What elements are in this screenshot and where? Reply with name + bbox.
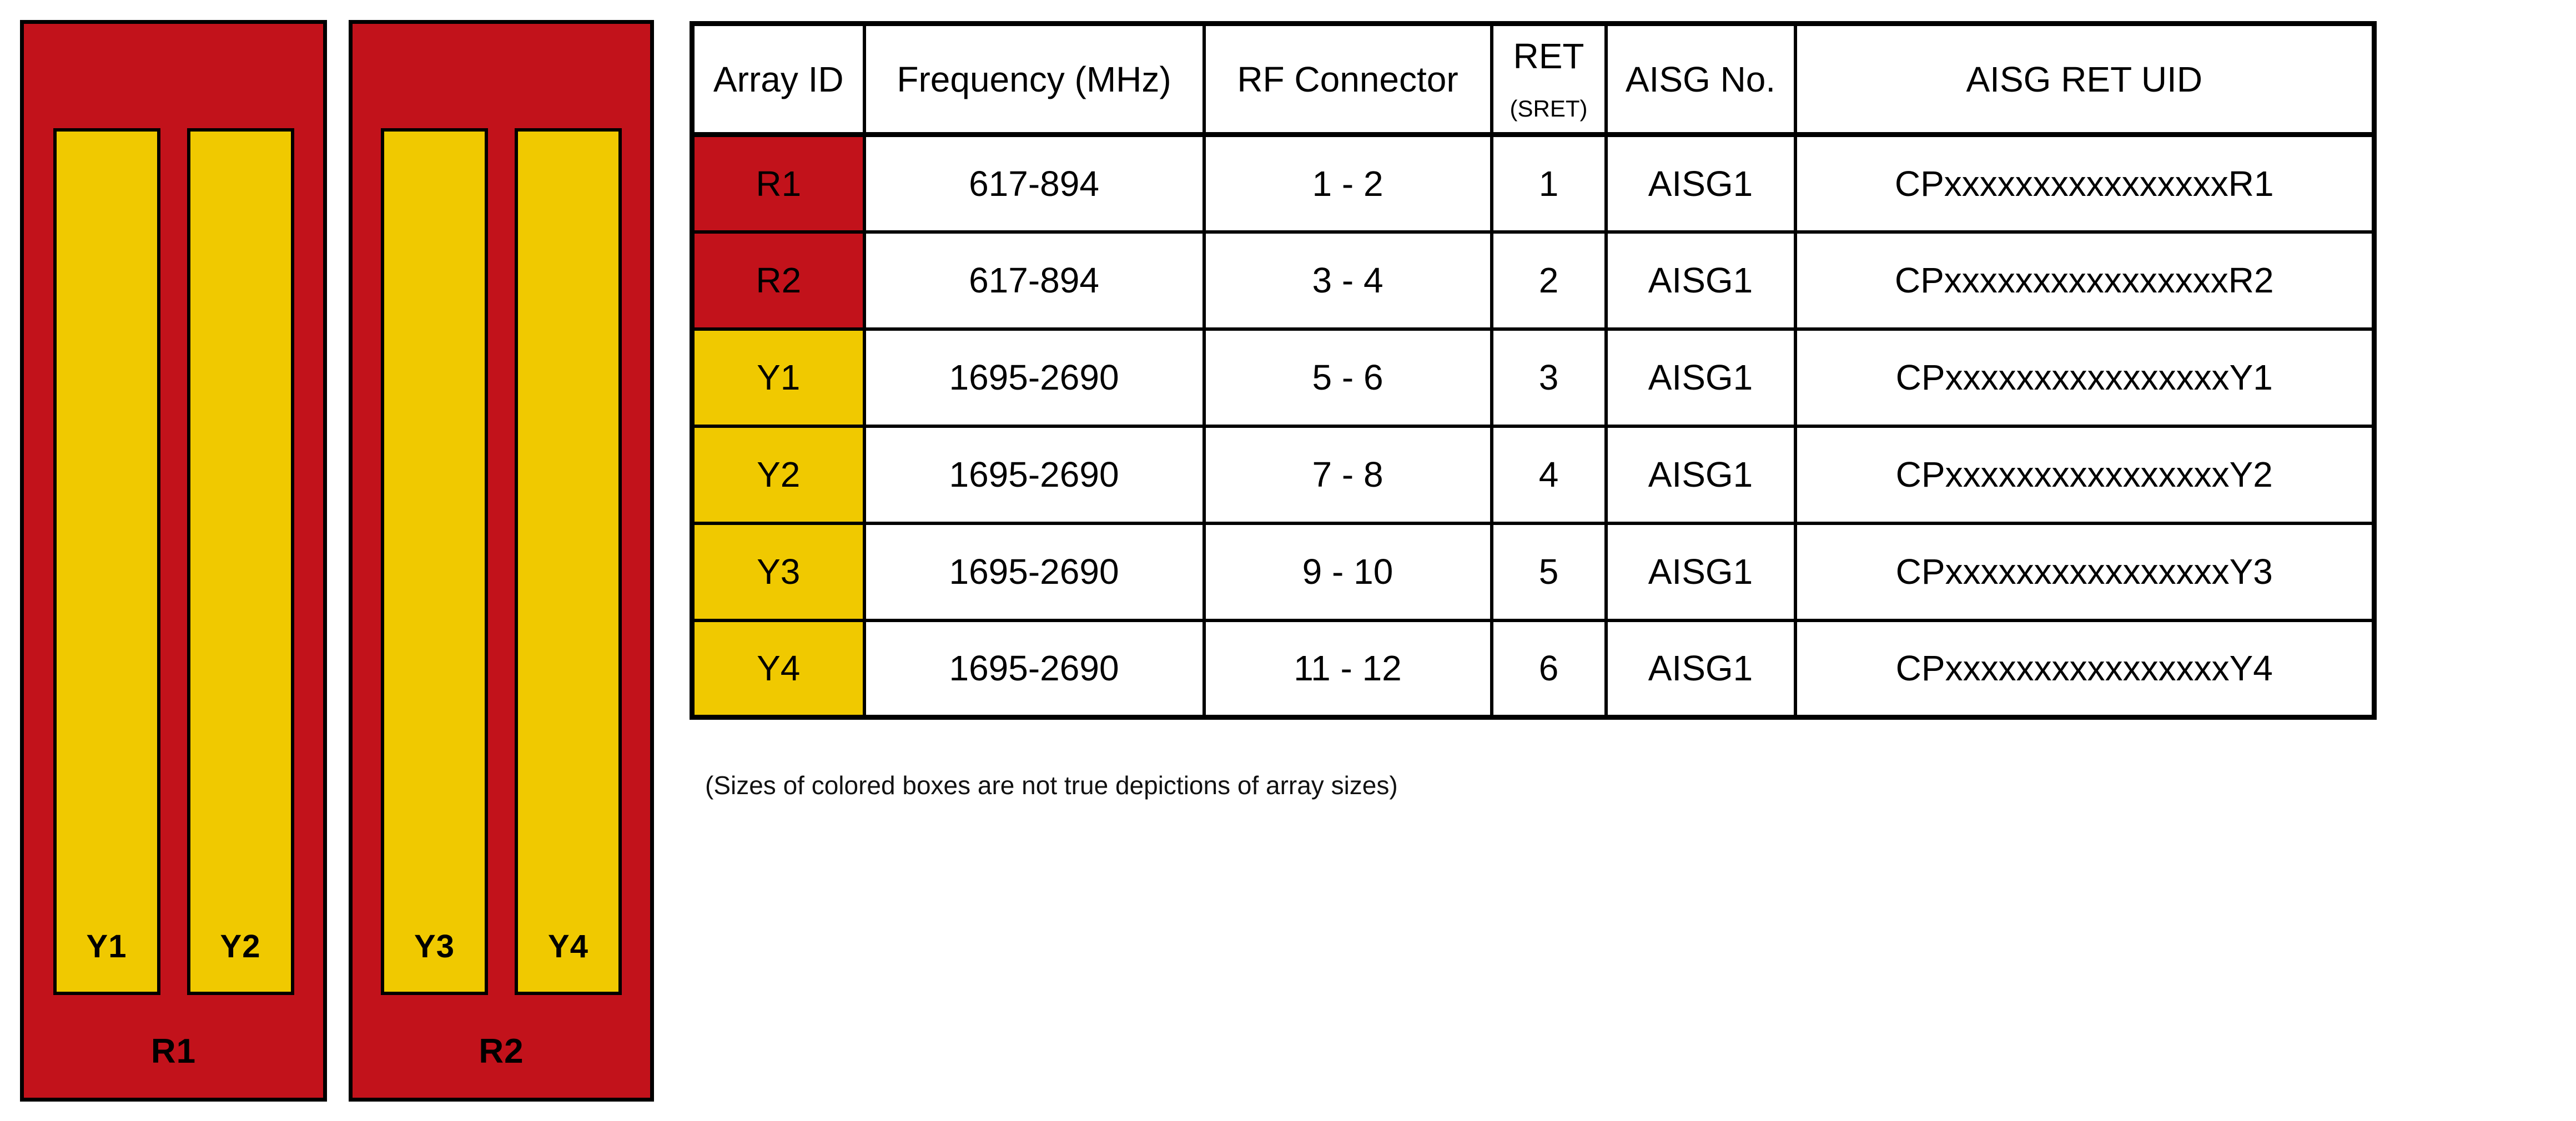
cell-array-id: R1 [690, 133, 866, 234]
cell-ret: 6 [1490, 618, 1608, 719]
cell-rf-connector: 9 - 10 [1202, 521, 1493, 622]
cell-array-id: Y3 [690, 521, 866, 622]
cell-rf-connector: 7 - 8 [1202, 424, 1493, 525]
cell-aisg-no: AISG1 [1604, 618, 1797, 719]
array-bar-y2: Y2 [187, 128, 294, 995]
cell-frequency: 617-894 [862, 133, 1206, 234]
panel-label-r1: R1 [150, 1032, 197, 1070]
cell-rf-connector: 1 - 2 [1202, 133, 1493, 234]
cell-aisg-ret-uid: CPxxxxxxxxxxxxxxxxY4 [1793, 618, 2376, 719]
cell-aisg-no: AISG1 [1604, 133, 1797, 234]
array-bar-label-y4: Y4 [548, 928, 588, 965]
port-mapping-table: Array ID Frequency (MHz) RF Connector RE… [690, 21, 2377, 720]
cell-rf-connector: 3 - 4 [1202, 230, 1493, 331]
antenna-panel-r2: Y3 Y4 R2 [349, 20, 654, 1102]
cell-array-id: Y4 [690, 618, 866, 719]
cell-aisg-ret-uid: CPxxxxxxxxxxxxxxxxR2 [1793, 230, 2376, 331]
cell-frequency: 1695-2690 [862, 618, 1206, 719]
panel-label-r2: R2 [479, 1032, 524, 1070]
cell-aisg-no: AISG1 [1604, 327, 1797, 428]
cell-rf-connector: 5 - 6 [1202, 327, 1493, 428]
header-rf-connector: RF Connector [1202, 22, 1493, 137]
array-bar-label-y2: Y2 [220, 928, 261, 965]
cell-ret: 2 [1490, 230, 1608, 331]
cell-frequency: 1695-2690 [862, 327, 1206, 428]
array-bar-label-y1: Y1 [86, 928, 127, 965]
cell-aisg-no: AISG1 [1604, 424, 1797, 525]
table-row-y2: Y2 1695-2690 7 - 8 4 AISG1 CPxxxxxxxxxxx… [690, 424, 2376, 525]
header-ret: RET (SRET) [1490, 22, 1608, 137]
cell-array-id: Y2 [690, 424, 866, 525]
table-row-y1: Y1 1695-2690 5 - 6 3 AISG1 CPxxxxxxxxxxx… [690, 327, 2376, 428]
cell-ret: 4 [1490, 424, 1608, 525]
cell-aisg-ret-uid: CPxxxxxxxxxxxxxxxxY2 [1793, 424, 2376, 525]
cell-frequency: 1695-2690 [862, 424, 1206, 525]
cell-aisg-ret-uid: CPxxxxxxxxxxxxxxxxY3 [1793, 521, 2376, 622]
cell-aisg-ret-uid: CPxxxxxxxxxxxxxxxxY1 [1793, 327, 2376, 428]
table-row-y3: Y3 1695-2690 9 - 10 5 AISG1 CPxxxxxxxxxx… [690, 521, 2376, 622]
antenna-panel-r1: Y1 Y2 R1 [20, 20, 327, 1102]
cell-array-id: R2 [690, 230, 866, 331]
cell-ret: 1 [1490, 133, 1608, 234]
header-array-id: Array ID [690, 22, 866, 137]
size-disclaimer-note: (Sizes of colored boxes are not true dep… [705, 771, 1398, 800]
cell-array-id: Y1 [690, 327, 866, 428]
header-ret-main: RET [1513, 36, 1584, 76]
cell-frequency: 617-894 [862, 230, 1206, 331]
cell-ret: 3 [1490, 327, 1608, 428]
array-bar-y1: Y1 [53, 128, 160, 995]
array-bar-label-y3: Y3 [414, 928, 455, 965]
table-row-r2: R2 617-894 3 - 4 2 AISG1 CPxxxxxxxxxxxxx… [690, 230, 2376, 331]
cell-frequency: 1695-2690 [862, 521, 1206, 622]
array-bar-y4: Y4 [515, 128, 622, 995]
header-ret-sub: (SRET) [1510, 95, 1588, 122]
cell-aisg-no: AISG1 [1604, 521, 1797, 622]
table-row-r1: R1 617-894 1 - 2 1 AISG1 CPxxxxxxxxxxxxx… [690, 133, 2376, 234]
cell-ret: 5 [1490, 521, 1608, 622]
table-header-row: Array ID Frequency (MHz) RF Connector RE… [690, 22, 2376, 137]
cell-rf-connector: 11 - 12 [1202, 618, 1493, 719]
cell-aisg-ret-uid: CPxxxxxxxxxxxxxxxxR1 [1793, 133, 2376, 234]
header-aisg-ret-uid: AISG RET UID [1793, 22, 2376, 137]
cell-aisg-no: AISG1 [1604, 230, 1797, 331]
header-ret-wrap: RET (SRET) [1495, 28, 1603, 130]
header-frequency: Frequency (MHz) [862, 22, 1206, 137]
header-aisg-no: AISG No. [1604, 22, 1797, 137]
table-row-y4: Y4 1695-2690 11 - 12 6 AISG1 CPxxxxxxxxx… [690, 618, 2376, 719]
array-bar-y3: Y3 [381, 128, 488, 995]
